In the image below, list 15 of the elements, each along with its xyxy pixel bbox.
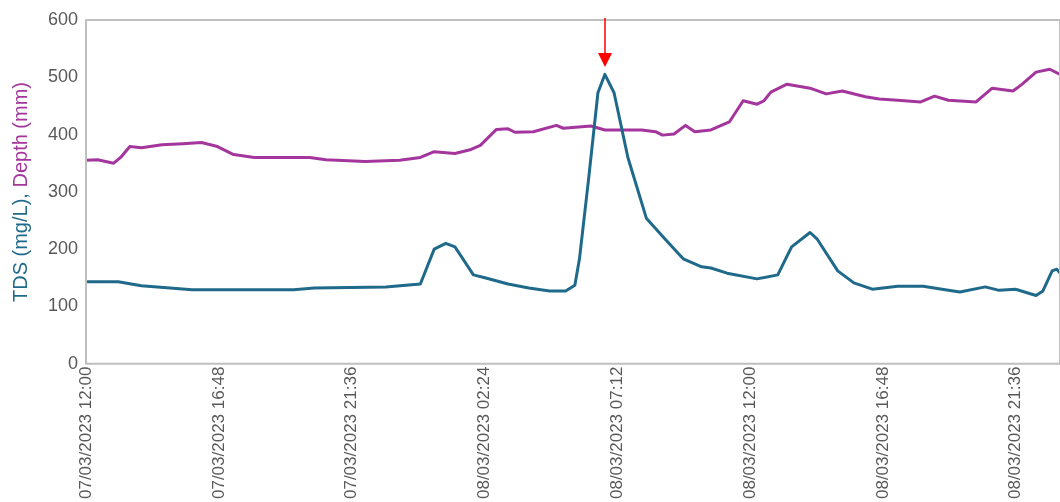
y-tick-label: 200 — [47, 238, 79, 259]
x-tick-label: 08/03/2023 07:12 — [606, 366, 626, 500]
y-axis-title: TDS (mg/L), Depth (mm) — [8, 81, 31, 302]
y-tick-label: 100 — [47, 295, 79, 316]
y-tick-label: 400 — [47, 123, 79, 144]
y-tick-label: 500 — [47, 66, 79, 87]
x-tick-label: 08/03/2023 12:00 — [739, 366, 759, 500]
x-tick-label: 08/03/2023 02:24 — [474, 366, 494, 500]
y-tick-label: 600 — [47, 8, 79, 29]
x-tick-label: 08/03/2023 21:36 — [1005, 366, 1025, 500]
x-tick-label: 07/03/2023 16:48 — [208, 366, 228, 500]
x-tick-label: 08/03/2023 16:48 — [872, 366, 892, 500]
y-tick-label: 300 — [47, 180, 79, 201]
y-tick-label: 0 — [68, 352, 79, 373]
x-tick-label: 07/03/2023 21:36 — [341, 366, 361, 500]
